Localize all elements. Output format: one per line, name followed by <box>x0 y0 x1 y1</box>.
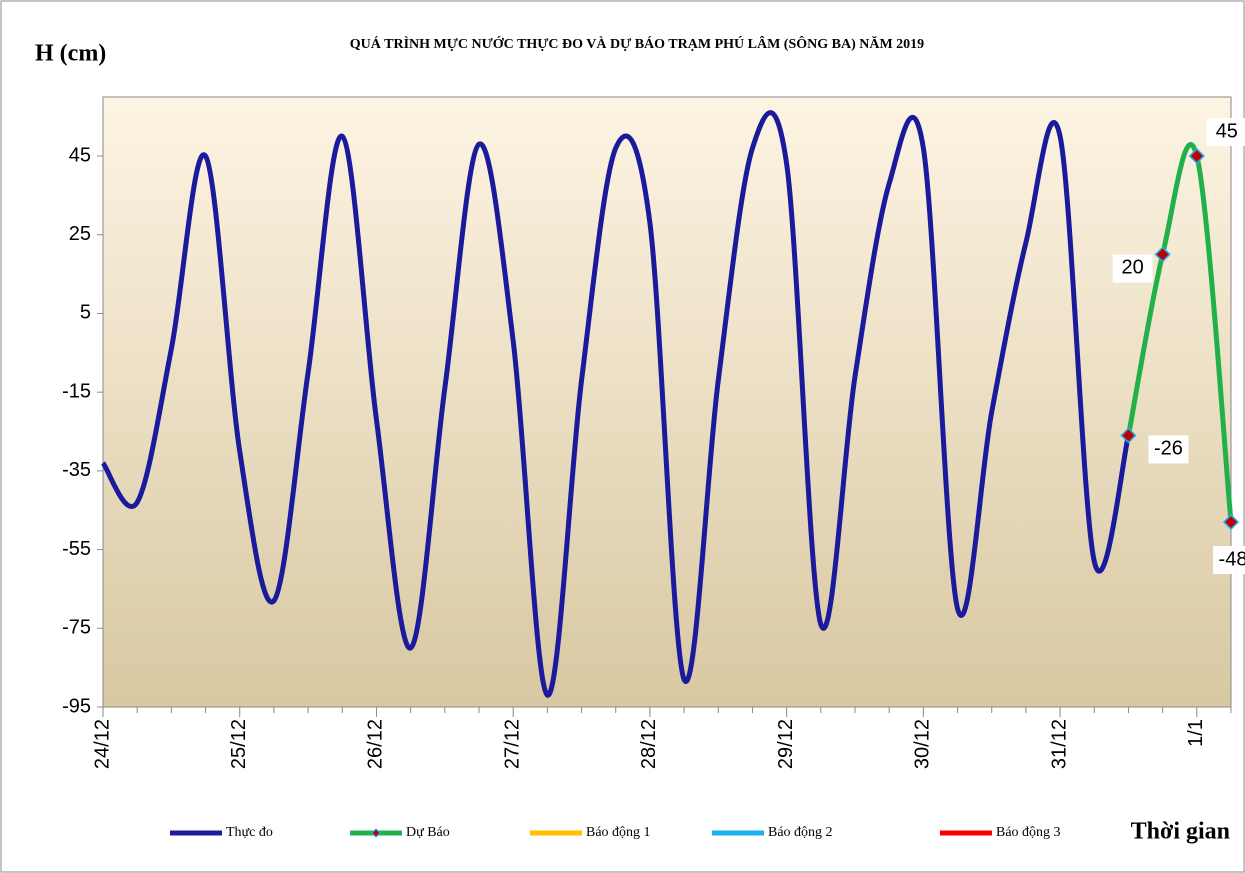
data-label-bg <box>1206 118 1245 147</box>
y-tick-label: -15 <box>62 380 91 402</box>
x-tick-label: 28/12 <box>638 719 660 769</box>
data-marker <box>1188 147 1205 165</box>
x-tick-label: 31/12 <box>1048 719 1070 769</box>
x-tick-label: 27/12 <box>501 719 523 769</box>
x-tick-label: 1/1 <box>1185 719 1207 747</box>
legend-label: Báo động 3 <box>996 825 1061 840</box>
y-tick-label: 5 <box>80 302 91 324</box>
x-tick-label: 29/12 <box>775 719 797 769</box>
x-axis-label: Thời gian <box>1131 819 1230 845</box>
y-tick-label: 45 <box>69 144 91 166</box>
data-label: 20 <box>1122 257 1144 279</box>
y-tick-label: -35 <box>62 459 91 481</box>
data-label-bg <box>1112 254 1153 283</box>
series-line <box>1125 142 1234 523</box>
data-marker <box>1154 246 1171 263</box>
x-tick-label: 25/12 <box>228 719 250 769</box>
y-tick-label: -55 <box>62 538 91 560</box>
y-axis-label: H (cm) <box>35 41 106 67</box>
data-label-bg <box>1213 546 1245 575</box>
x-tick-label: 24/12 <box>91 719 113 769</box>
x-tick-label: 26/12 <box>365 719 387 769</box>
data-marker <box>1120 427 1137 444</box>
plot-area <box>102 96 1232 708</box>
data-label: -48 <box>1219 548 1245 570</box>
data-label-bg <box>1148 435 1189 464</box>
y-tick-label: -95 <box>62 695 91 717</box>
data-label: -26 <box>1154 438 1183 460</box>
data-marker <box>1222 513 1240 531</box>
legend-label: Báo động 2 <box>768 825 833 840</box>
y-tick-label: 25 <box>69 223 91 245</box>
y-tick-label: -75 <box>62 617 91 639</box>
series-line <box>100 110 1131 698</box>
chart-title: QUÁ TRÌNH MỰC NƯỚC THỰC ĐO VÀ DỰ BÁO TRẠ… <box>350 35 924 52</box>
x-tick-label: 30/12 <box>912 719 934 769</box>
legend-label: Báo động 1 <box>586 825 651 840</box>
legend-label: Dự Báo <box>406 825 450 840</box>
data-label: 45 <box>1216 120 1238 142</box>
legend-marker <box>371 828 381 838</box>
legend-label: Thực đo <box>226 825 273 840</box>
